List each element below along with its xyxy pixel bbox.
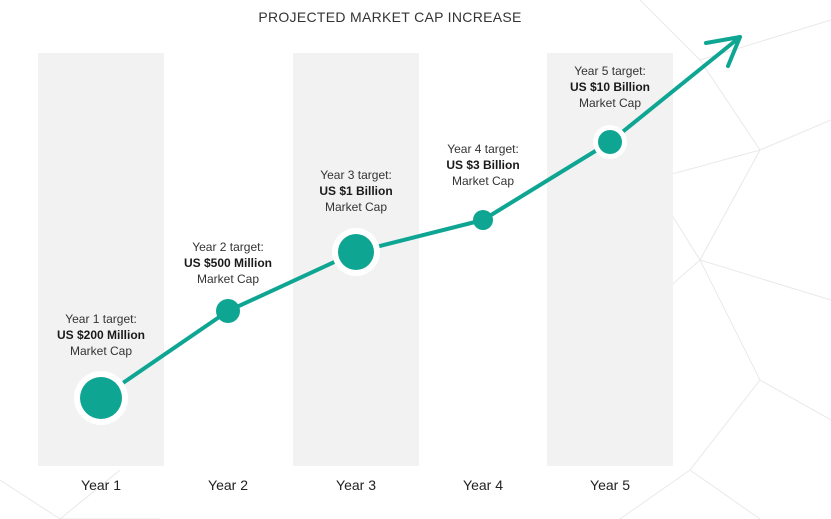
x-tick-label: Year 4	[463, 477, 503, 493]
column-band	[547, 53, 673, 466]
data-annotation: Year 1 target: US $200 Million Market Cap	[57, 312, 145, 358]
annotation-line1: Year 2 target:	[192, 240, 264, 254]
data-annotation: Year 3 target: US $1 Billion Market Cap	[319, 168, 392, 214]
data-point	[473, 210, 493, 230]
data-annotation: Year 4 target: US $3 Billion Market Cap	[446, 142, 519, 188]
data-point	[216, 299, 240, 323]
x-tick-label: Year 2	[208, 477, 248, 493]
annotation-line3: Market Cap	[197, 272, 259, 286]
data-point	[338, 234, 374, 270]
annotation-line1: Year 1 target:	[65, 312, 137, 326]
annotation-line1: Year 3 target:	[320, 168, 392, 182]
data-annotation: Year 5 target: US $10 Billion Market Cap	[570, 64, 650, 110]
annotation-line2: US $200 Million	[57, 328, 145, 342]
annotation-line2: US $10 Billion	[570, 80, 650, 94]
annotation-line2: US $500 Million	[184, 256, 272, 270]
annotation-line3: Market Cap	[325, 200, 387, 214]
series-line	[99, 35, 742, 400]
data-point	[598, 130, 622, 154]
annotation-line3: Market Cap	[452, 174, 514, 188]
x-tick-label: Year 3	[336, 477, 376, 493]
data-annotation: Year 2 target: US $500 Million Market Cap	[184, 240, 272, 286]
annotation-line3: Market Cap	[70, 344, 132, 358]
data-point	[80, 377, 122, 419]
arrow-head-icon	[704, 35, 742, 68]
annotation-line1: Year 4 target:	[447, 142, 519, 156]
annotation-line2: US $1 Billion	[319, 184, 392, 198]
x-tick-label: Year 1	[81, 477, 121, 493]
annotation-line3: Market Cap	[579, 96, 641, 110]
annotation-line1: Year 5 target:	[574, 64, 646, 78]
chart-title: PROJECTED MARKET CAP INCREASE	[258, 9, 521, 25]
annotation-line2: US $3 Billion	[446, 158, 519, 172]
x-tick-label: Year 5	[590, 477, 630, 493]
